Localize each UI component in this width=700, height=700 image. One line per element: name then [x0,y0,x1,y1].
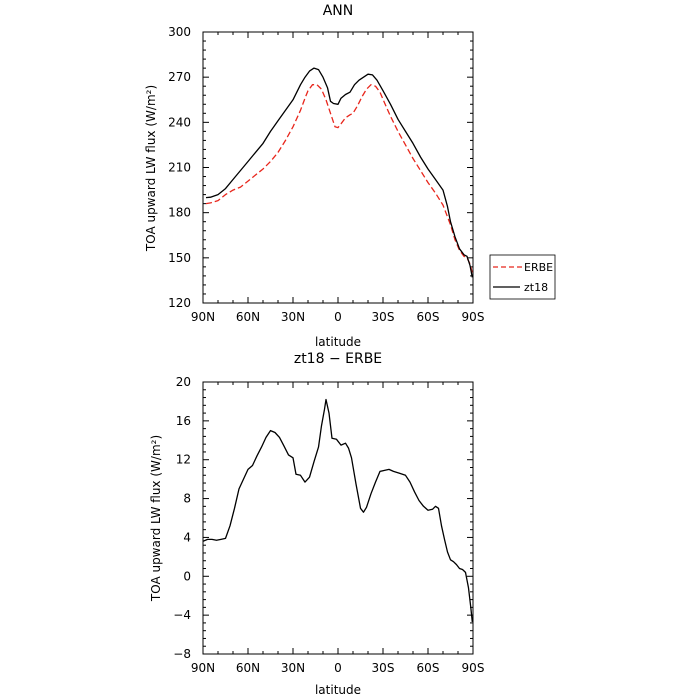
legend-label-erbe: ERBE [524,261,553,274]
axis-ticks [202,381,474,655]
y-tick-label: 20 [176,375,191,389]
x-tick-label: 60S [417,310,440,324]
x-tick-label: 60N [236,310,260,324]
y-tick-label: 0 [183,569,191,583]
x-axis-label: latitude [315,335,361,349]
x-tick-label: 30S [372,661,395,675]
y-axis-label: TOA upward LW flux (W/m²) [149,435,163,602]
chart-panel-difference: zt18 − ERBE 90N 60N 30N 0 30S 60S 90S −8 −4 0 4 8 12… [149,351,484,697]
y-tick-label: 150 [168,251,191,265]
y-tick-label: 300 [168,25,191,39]
legend: ERBE zt18 [489,254,556,300]
x-tick-label: 90S [462,661,485,675]
y-tick-label: 4 [183,530,191,544]
series-layer [202,398,473,622]
series-line-zt18 [205,67,473,278]
y-tick-label: 16 [176,414,191,428]
x-tick-label: 0 [334,310,342,324]
y-tick-label: 210 [168,161,191,175]
x-tick-label: 0 [334,661,342,675]
chart-title: zt18 − ERBE [294,351,382,367]
series-line-difference [202,398,473,622]
y-tick-label: −4 [173,608,191,622]
y-tick-label: 12 [176,453,191,467]
y-tick-label: 120 [168,296,191,310]
x-tick-label: 30N [281,661,305,675]
y-tick-label: 240 [168,115,191,129]
plot-frame [202,31,474,304]
x-tick-label: 60N [236,661,260,675]
y-tick-label: 270 [168,70,191,84]
chart-title: ANN [323,3,354,19]
x-tick-label: 60S [417,661,440,675]
x-tick-label: 90N [191,661,215,675]
legend-label-zt18: zt18 [524,281,548,294]
x-tick-label: 90S [462,310,485,324]
series-layer [205,67,473,278]
plot-frame [202,381,474,655]
series-line-erbe [205,84,473,274]
chart-panel-ann: ANN 90N 60N 30N 0 30S 60S 90S 120 150 180 210 240 27… [144,3,556,349]
tick-labels: 90N 60N 30N 0 30S 60S 90S 120 150 180 210 240 270 300 [168,25,484,324]
x-axis-label: latitude [315,683,361,697]
y-tick-label: 8 [183,492,191,506]
y-axis-label: TOA upward LW flux (W/m²) [144,85,158,252]
x-tick-label: 90N [191,310,215,324]
y-tick-label: 180 [168,206,191,220]
legend-frame [489,254,556,300]
tick-labels: 90N 60N 30N 0 30S 60S 90S −8 −4 0 4 8 12 16 20 [173,375,484,675]
x-tick-label: 30S [372,310,395,324]
x-tick-label: 30N [281,310,305,324]
y-tick-label: −8 [173,647,191,661]
